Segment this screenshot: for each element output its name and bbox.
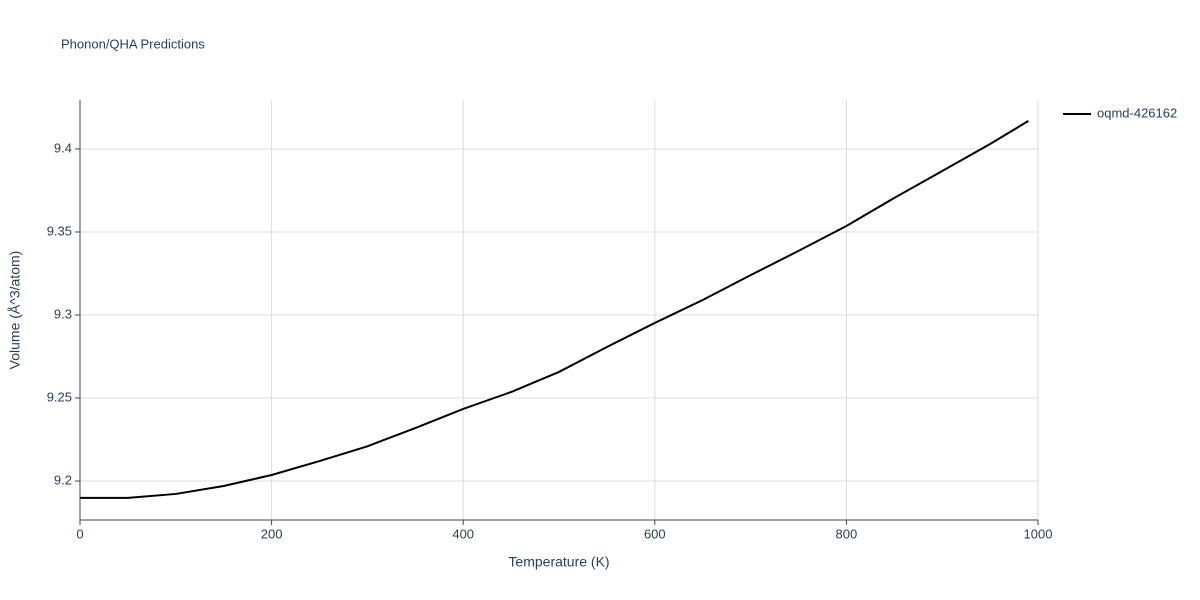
x-tick-label: 800 <box>836 526 858 541</box>
x-tick-label: 200 <box>261 526 283 541</box>
y-tick-label: 9.3 <box>54 306 72 321</box>
y-tick-label: 9.25 <box>47 389 72 404</box>
legend-label: oqmd-426162 <box>1097 105 1177 120</box>
y-tick-label: 9.4 <box>54 140 72 155</box>
x-tick-label: 0 <box>76 526 83 541</box>
data-line <box>80 120 1029 499</box>
x-tick-label: 600 <box>644 526 666 541</box>
chart-title: Phonon/QHA Predictions <box>61 36 205 51</box>
y-axis-label: Volume (Å^3/atom) <box>7 251 23 370</box>
y-tick-label: 9.2 <box>54 472 72 487</box>
x-tick-label: 400 <box>452 526 474 541</box>
y-tick-label: 9.35 <box>47 223 72 238</box>
x-axis-label: Temperature (K) <box>508 554 609 570</box>
x-tick-label: 1000 <box>1024 526 1053 541</box>
